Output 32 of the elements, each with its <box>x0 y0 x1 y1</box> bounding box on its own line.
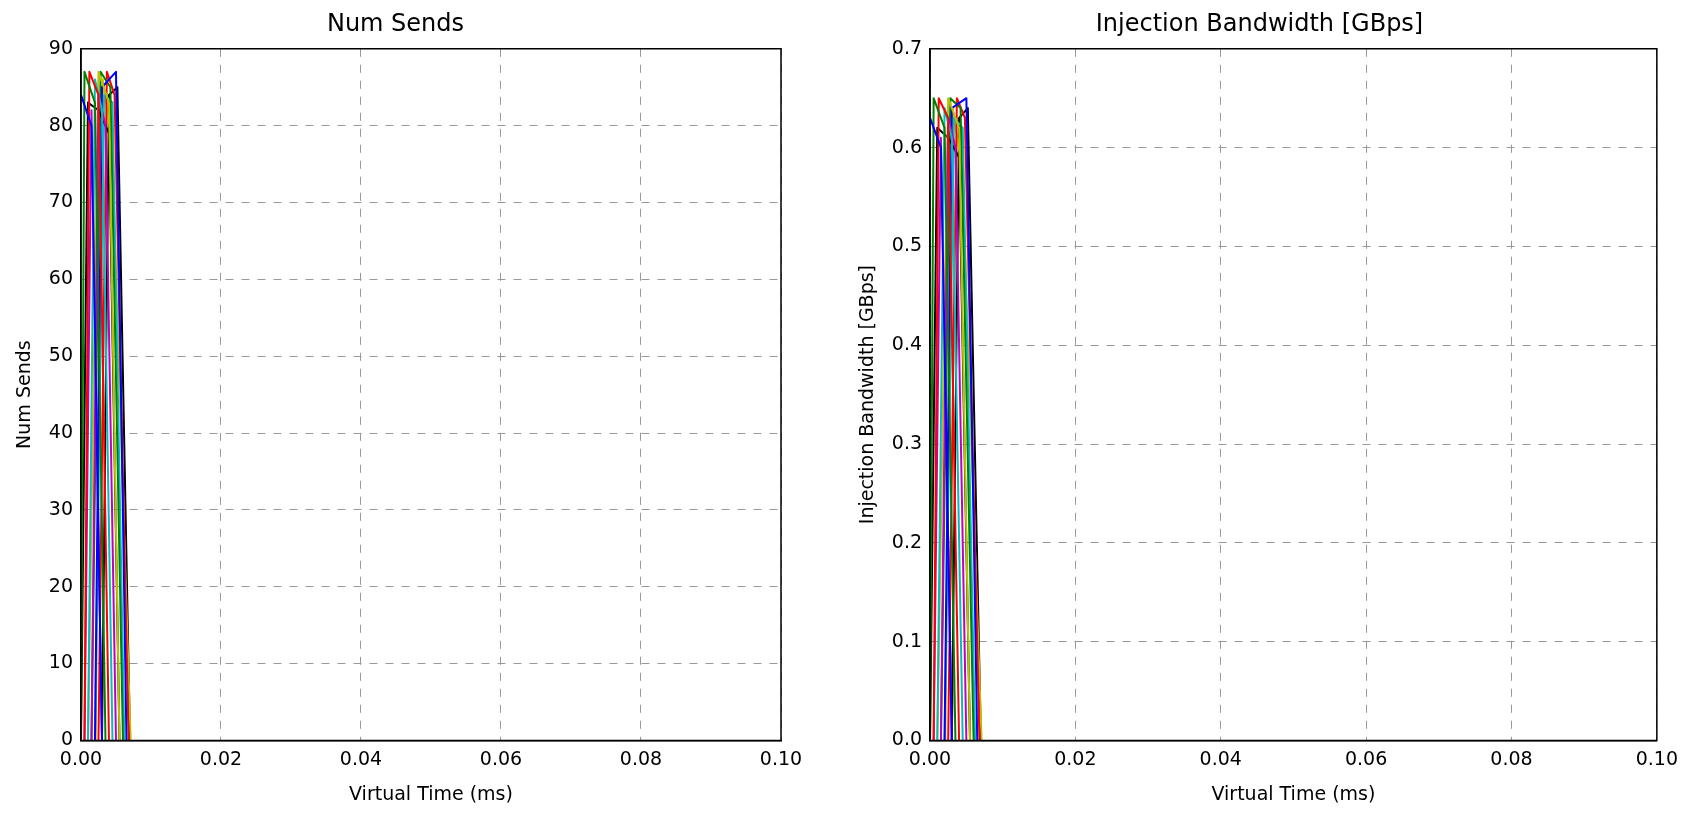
y-tick-label: 50 <box>48 343 73 366</box>
y-tick-label: 30 <box>48 496 73 519</box>
x-tick-label: 0.04 <box>339 746 383 769</box>
y-tick-label: 0.3 <box>891 430 923 453</box>
x-tick-label: 0.02 <box>1054 746 1097 769</box>
y-tick-label: 90 <box>48 35 73 58</box>
x-axis-title: Virtual Time (ms) <box>1211 781 1376 804</box>
y-tick-label: 60 <box>48 266 73 289</box>
y-tick-label: 40 <box>48 419 73 442</box>
x-tick-label: 0.08 <box>1490 746 1533 769</box>
x-tick-label: 0.02 <box>199 746 243 769</box>
y-tick-label: 0.1 <box>891 628 923 651</box>
x-tick-label: 0.10 <box>759 746 803 769</box>
y-tick-label: 20 <box>48 573 73 596</box>
y-axis-title: Injection Bandwidth [GBps] <box>855 264 878 525</box>
y-tick-label: 0.4 <box>891 332 923 355</box>
y-axis-title: Num Sends <box>12 340 35 449</box>
y-tick-label: 70 <box>48 189 73 212</box>
chart-title: Num Sends <box>326 8 465 37</box>
y-tick-label: 80 <box>48 112 73 135</box>
chart-title: Injection Bandwidth [GBps] <box>1095 8 1424 37</box>
x-tick-label: 0.08 <box>619 746 663 769</box>
x-tick-label: 0.10 <box>1635 746 1678 769</box>
y-tick-label: 0.7 <box>891 35 923 58</box>
x-tick-label: 0.06 <box>1344 746 1388 769</box>
y-tick-label: 0.6 <box>891 134 923 157</box>
x-tick-label: 0.06 <box>479 746 523 769</box>
y-tick-label: 0.2 <box>891 529 923 552</box>
x-tick-label: 0.04 <box>1199 746 1242 769</box>
x-axis-title: Virtual Time (ms) <box>349 781 513 804</box>
y-tick-label: 0.5 <box>891 233 923 256</box>
y-tick-label: 10 <box>48 650 73 673</box>
